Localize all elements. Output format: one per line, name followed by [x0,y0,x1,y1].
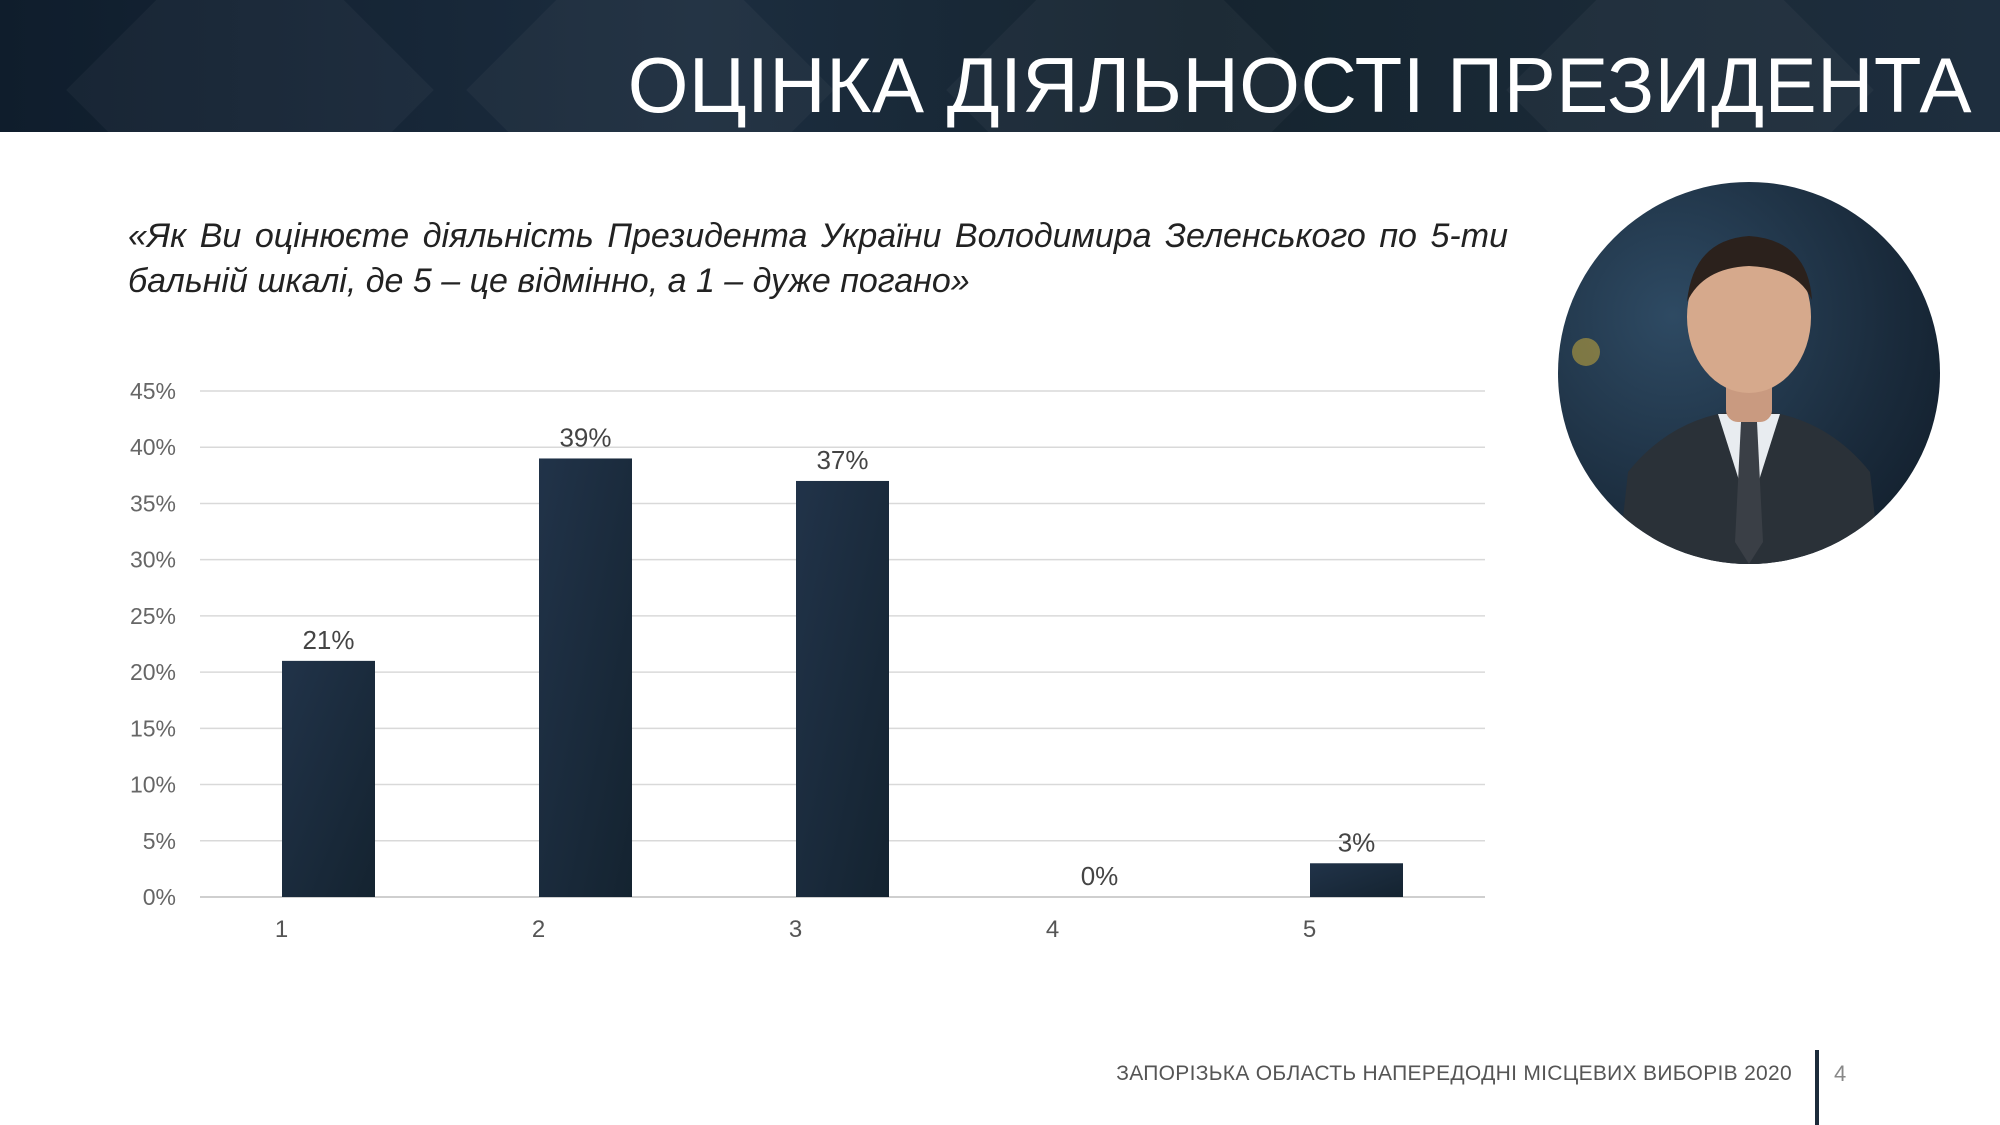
header-banner: ОЦІНКА ДІЯЛЬНОСТІ ПРЕЗИДЕНТА [0,0,2000,132]
value-label-2: 39% [559,422,611,452]
footer-text: ЗАПОРІЗЬКА ОБЛАСТЬ НАПЕРЕДОДНІ МІСЦЕВИХ … [1116,1062,1792,1085]
y-tick-label: 10% [130,772,176,798]
x-tick-label: 4 [1046,916,1059,943]
value-labels: 21% 39% 37% 0% 3% [302,422,1375,891]
value-label-5: 3% [1338,827,1376,857]
value-label-1: 21% [302,625,354,655]
value-label-4: 0% [1081,861,1119,891]
page-title: ОЦІНКА ДІЯЛЬНОСТІ ПРЕЗИДЕНТА [627,41,1972,129]
banner-decoration [66,0,434,132]
survey-question: «Як Ви оцінюєте діяльність Президента Ук… [128,217,1508,300]
y-tick-label: 40% [130,434,176,460]
x-tick-label: 2 [532,916,545,943]
x-tick-label: 3 [789,916,802,943]
president-portrait [1558,182,1940,564]
bar-chart: 0%5%10%15%20%25%30%35%40%45% 21%39%37%0%… [130,378,1485,943]
y-tick-label: 45% [130,378,176,404]
bar-2 [539,458,632,897]
bar-1 [282,660,375,897]
y-tick-label: 35% [130,490,176,516]
y-axis-ticks: 0% 5% 10% 15% 20% 25% 30% 35% 40% 45% [130,378,176,910]
bar-5 [1310,863,1403,897]
x-tick-label: 5 [1303,916,1316,943]
footer-divider [1815,1050,1819,1125]
y-tick-label: 25% [130,603,176,629]
x-axis-ticks: 1 2 3 4 5 [275,916,1316,943]
value-label-3: 37% [816,445,868,475]
bar-3 [796,480,889,897]
x-tick-label: 1 [275,916,288,943]
page-number: 4 [1834,1061,1847,1086]
y-tick-label: 15% [130,715,176,741]
portrait-illustration [1572,236,1880,564]
y-tick-label: 20% [130,659,176,685]
bars [282,458,1403,897]
y-tick-label: 30% [130,547,176,573]
y-tick-label: 5% [143,828,176,854]
y-tick-label: 0% [143,884,176,910]
